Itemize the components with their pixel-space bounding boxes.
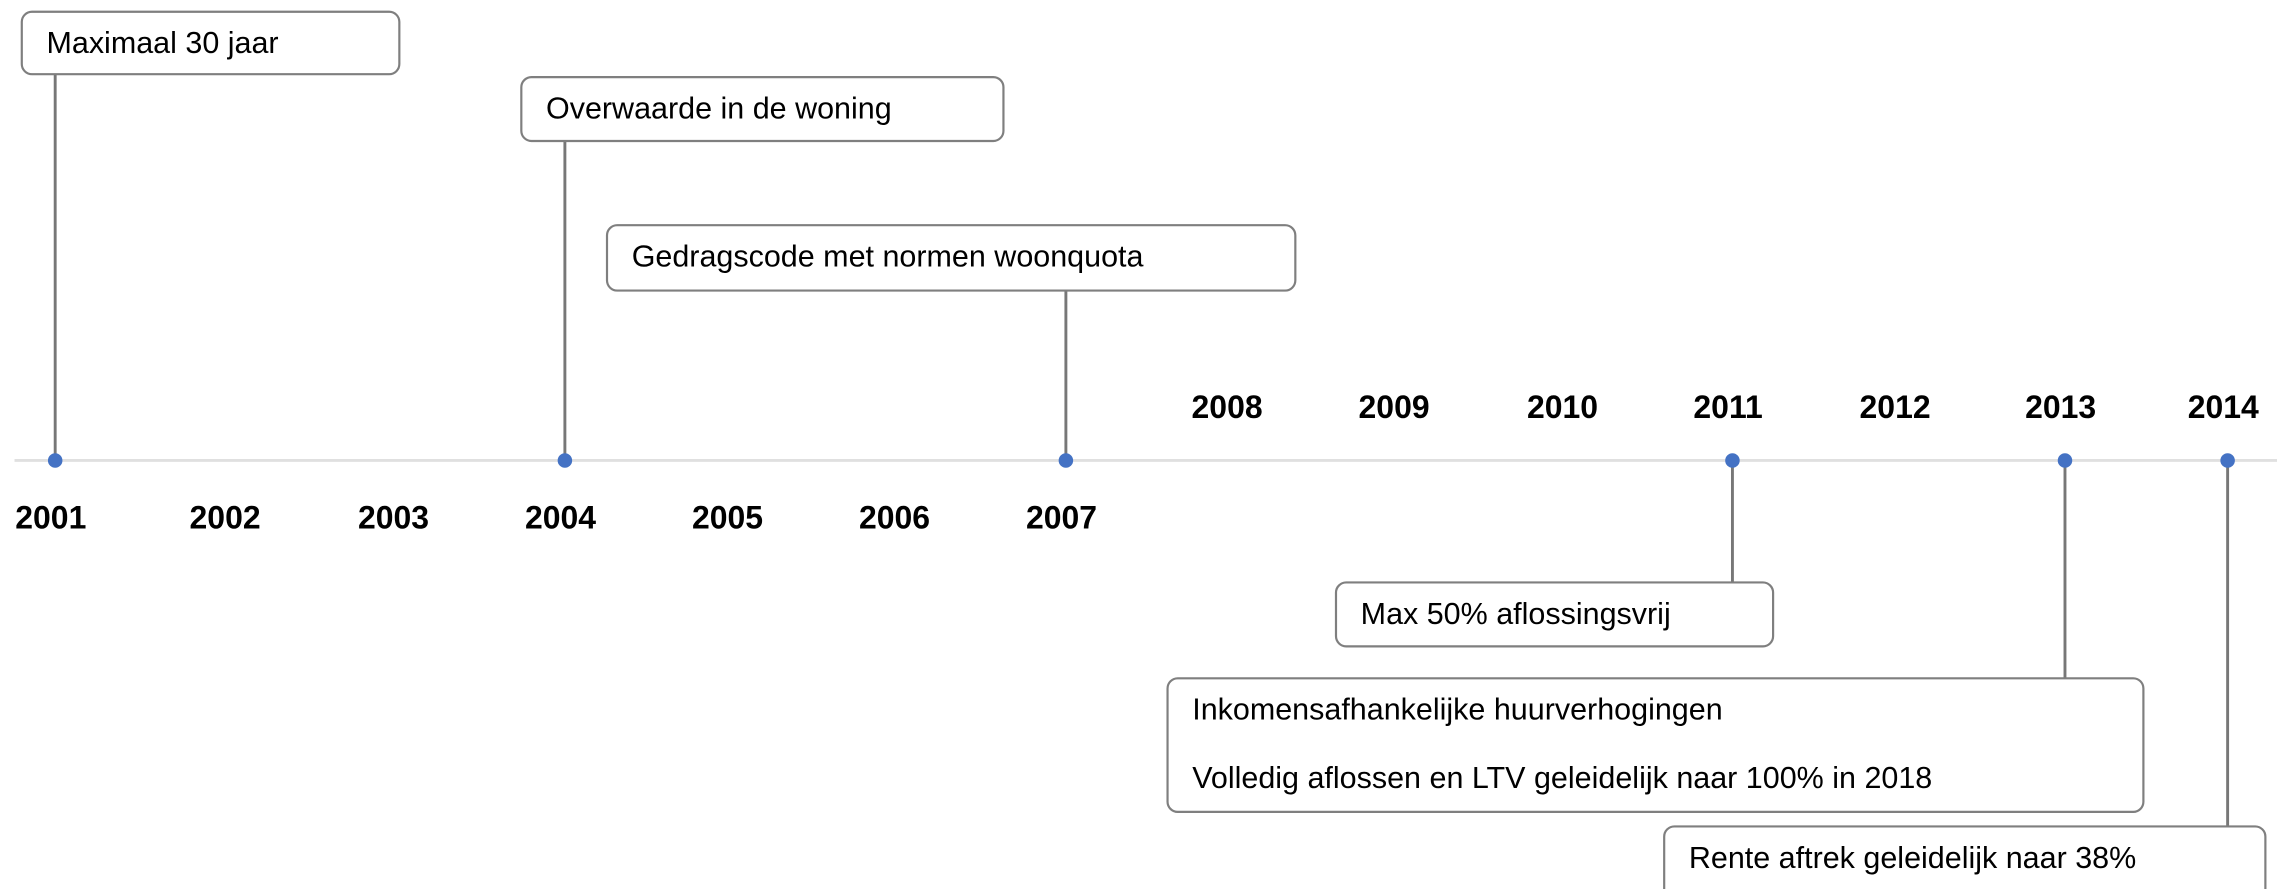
event-label: Overwaarde in de woning (546, 92, 892, 126)
event-box (605, 224, 1297, 292)
event-box (1334, 581, 1775, 648)
year-label: 2012 (1860, 389, 1931, 425)
event-dot (1058, 453, 1074, 468)
event-dot (47, 453, 63, 468)
event-label: Maximaal 30 jaar (46, 26, 278, 60)
year-label: 2004 (525, 499, 596, 535)
year-label: 2013 (2025, 389, 2096, 425)
event-dot (2220, 453, 2235, 468)
event-dot (1725, 453, 1740, 468)
year-label: 2010 (1527, 389, 1598, 425)
year-label: 2006 (859, 499, 930, 535)
event-label: Volledig aflossen en LTV geleidelijk naa… (1192, 761, 1932, 795)
year-label: 2003 (358, 499, 429, 535)
year-label: 2009 (1359, 389, 1430, 425)
event-label: Max 50% aflossingsvrij (1361, 597, 1671, 631)
event-dot (557, 453, 573, 468)
event-box (520, 76, 1005, 143)
year-label: 2011 (1693, 389, 1762, 425)
event-label: Gedragscode met normen woonquota (632, 240, 1144, 274)
year-label: 2014 (2188, 389, 2259, 425)
event-label: Inkomensafhankelijke huurverhogingen (1192, 693, 1722, 727)
event-label: Rente aftrek geleidelijk naar 38% (1689, 841, 2136, 875)
year-label: 2007 (1026, 499, 1097, 535)
year-label: 2002 (190, 499, 261, 535)
event-dot (2057, 453, 2073, 468)
year-label: 2008 (1192, 389, 1263, 425)
event-box (1166, 677, 2145, 813)
year-label: 2005 (692, 499, 763, 535)
event-box (1663, 825, 2267, 889)
year-label: 2001 (15, 499, 86, 535)
event-box (20, 10, 401, 76)
